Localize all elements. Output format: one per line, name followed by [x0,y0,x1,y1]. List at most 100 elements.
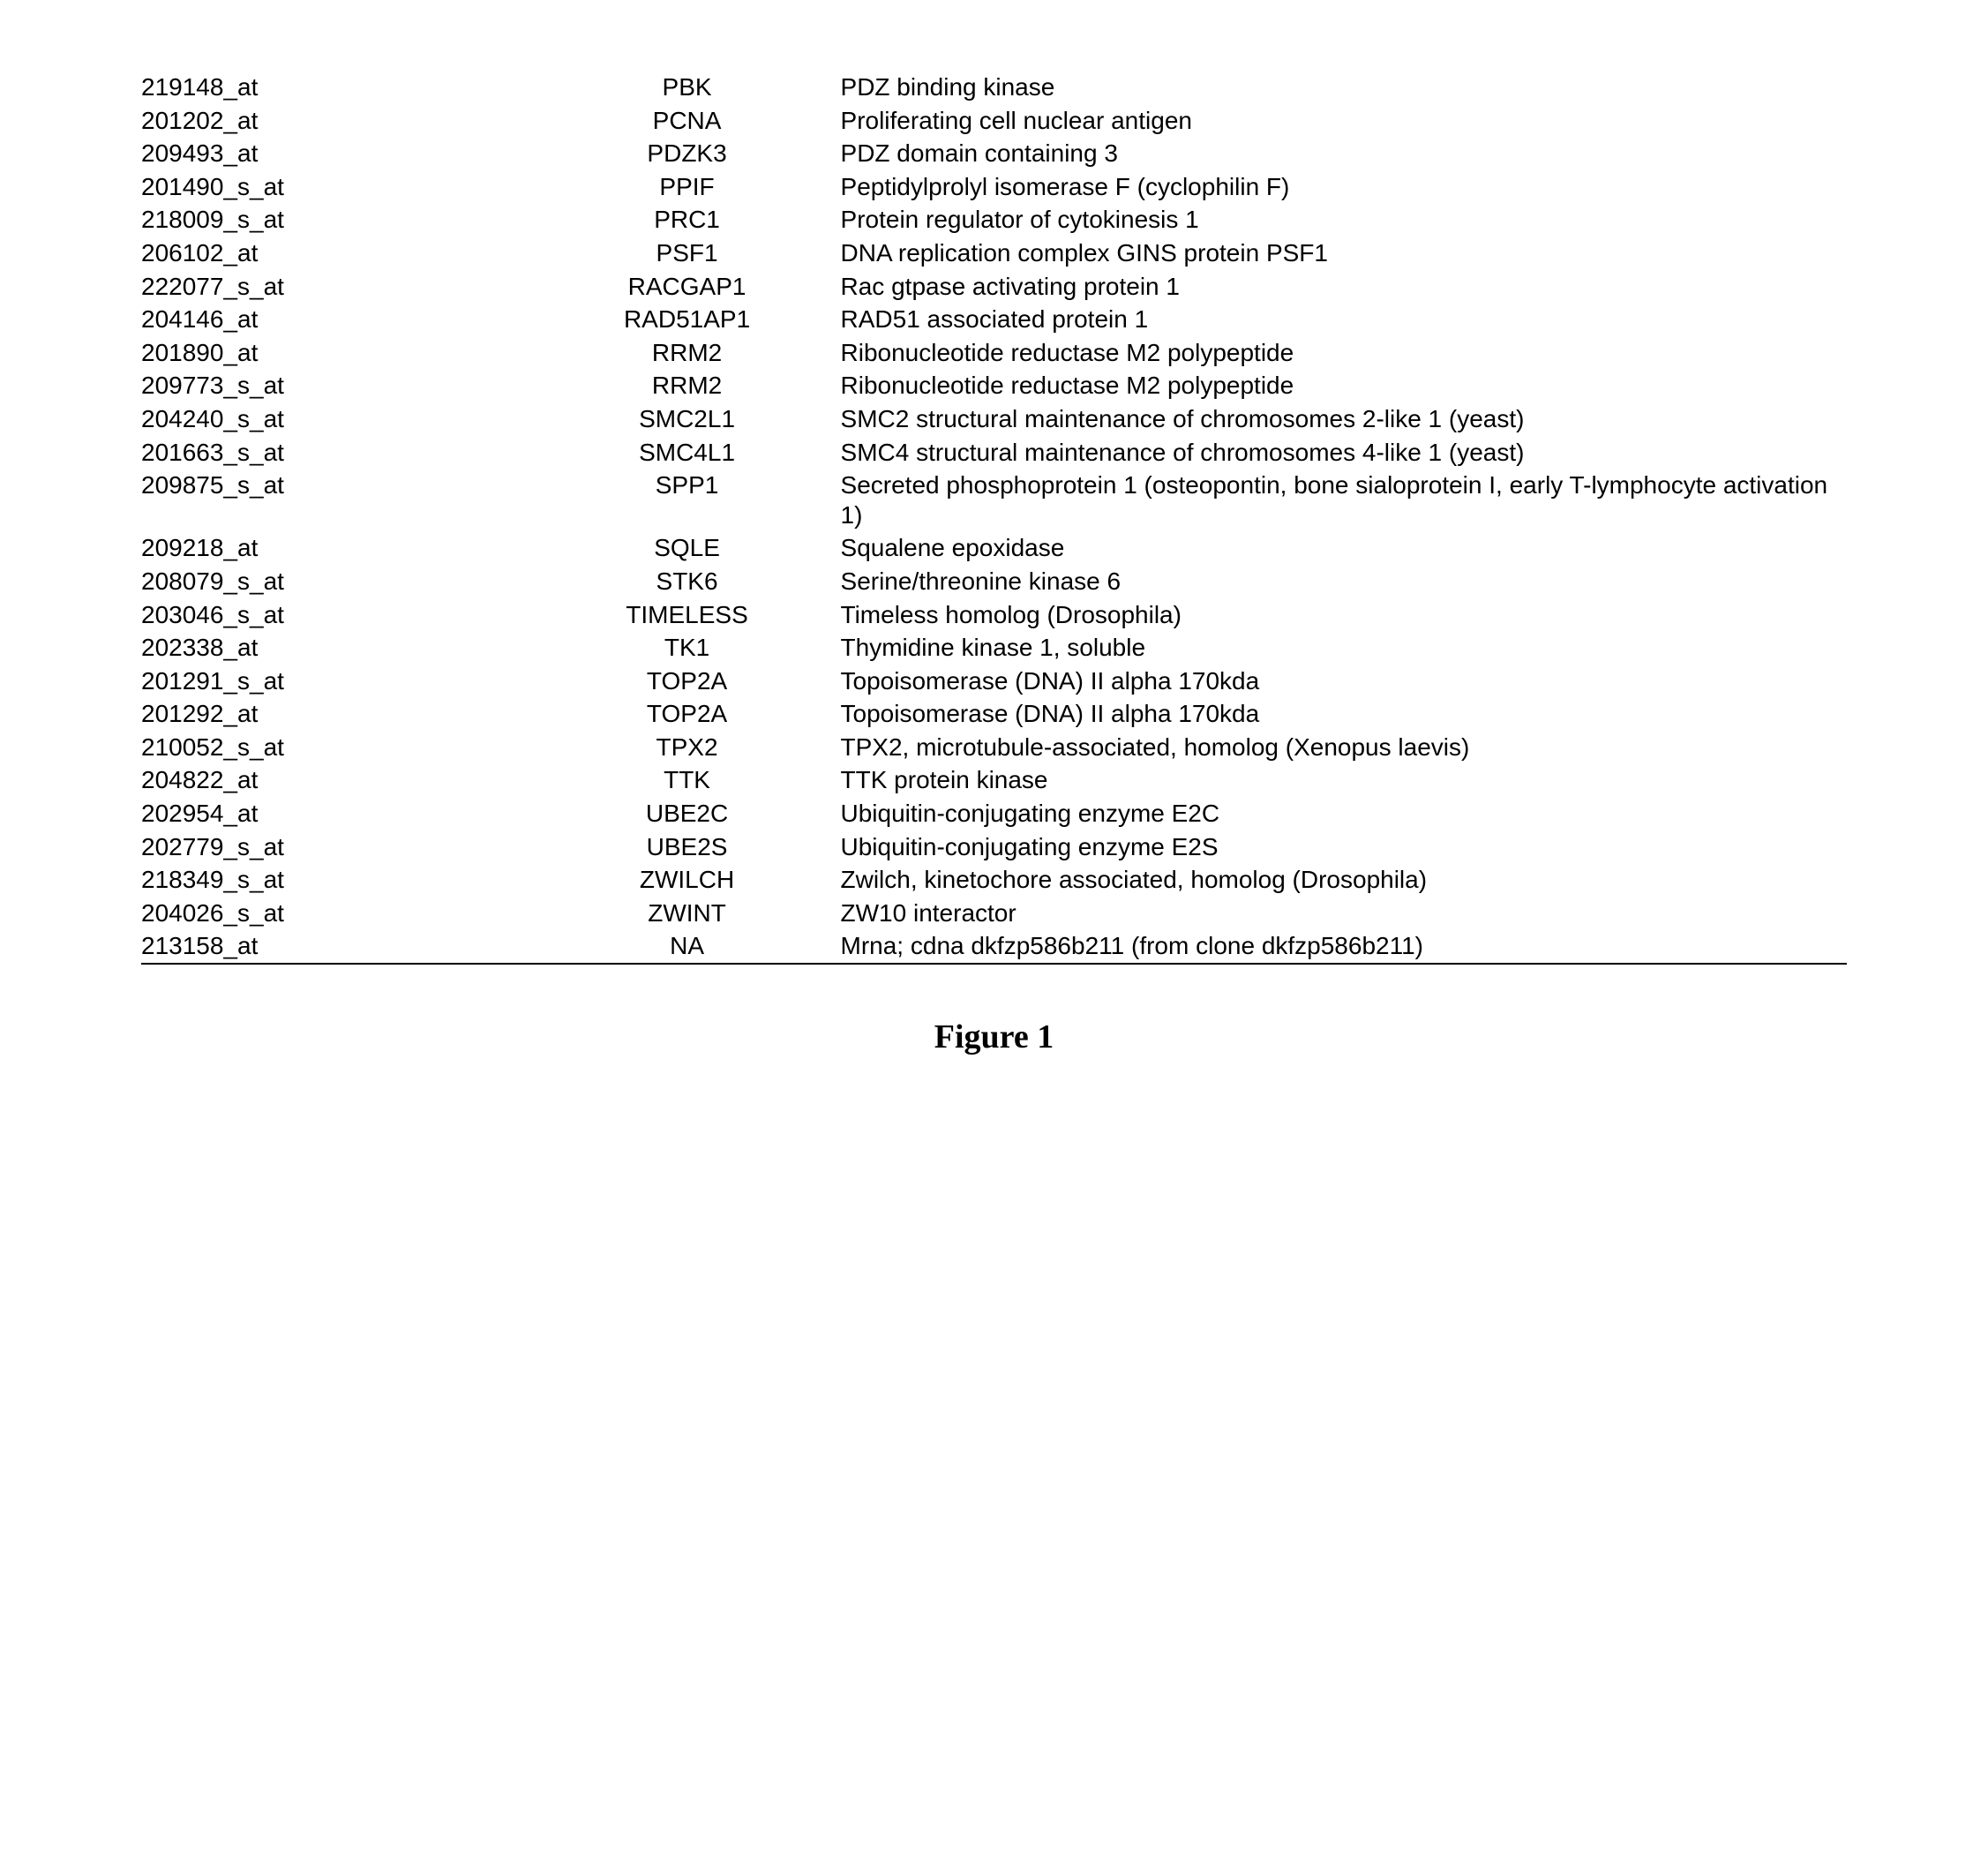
table-row: 204822_atTTKTTK protein kinase [141,763,1847,797]
gene-symbol-cell: RACGAP1 [534,270,841,304]
gene-description-cell: Ubiquitin-conjugating enzyme E2S [841,830,1847,864]
gene-description-cell: Topoisomerase (DNA) II alpha 170kda [841,665,1847,698]
probe-id-cell: 213158_at [141,929,534,964]
probe-id-cell: 201202_at [141,104,534,138]
table-row: 213158_atNAMrna; cdna dkfzp586b211 (from… [141,929,1847,964]
gene-description-cell: Rac gtpase activating protein 1 [841,270,1847,304]
probe-id-cell: 202338_at [141,631,534,665]
gene-symbol-cell: TK1 [534,631,841,665]
table-row: 204240_s_atSMC2L1SMC2 structural mainten… [141,402,1847,436]
gene-description-cell: Protein regulator of cytokinesis 1 [841,203,1847,237]
probe-id-cell: 201663_s_at [141,436,534,470]
table-row: 219148_atPBKPDZ binding kinase [141,71,1847,104]
table-row: 209218_atSQLESqualene epoxidase [141,531,1847,565]
table-row: 202779_s_atUBE2SUbiquitin-conjugating en… [141,830,1847,864]
gene-table: 219148_atPBKPDZ binding kinase201202_atP… [141,71,1847,965]
probe-id-cell: 218349_s_at [141,863,534,897]
probe-id-cell: 209875_s_at [141,469,534,531]
gene-description-cell: PDZ domain containing 3 [841,137,1847,170]
gene-description-cell: SMC4 structural maintenance of chromosom… [841,436,1847,470]
probe-id-cell: 210052_s_at [141,731,534,764]
gene-description-cell: TPX2, microtubule-associated, homolog (X… [841,731,1847,764]
gene-symbol-cell: TOP2A [534,697,841,731]
gene-symbol-cell: UBE2S [534,830,841,864]
probe-id-cell: 202779_s_at [141,830,534,864]
gene-symbol-cell: TTK [534,763,841,797]
gene-symbol-cell: PSF1 [534,237,841,270]
probe-id-cell: 222077_s_at [141,270,534,304]
gene-symbol-cell: SQLE [534,531,841,565]
gene-description-cell: TTK protein kinase [841,763,1847,797]
table-row: 222077_s_atRACGAP1Rac gtpase activating … [141,270,1847,304]
figure-caption: Figure 1 [141,1018,1847,1056]
table-row: 202954_atUBE2CUbiquitin-conjugating enzy… [141,797,1847,830]
gene-symbol-cell: TOP2A [534,665,841,698]
table-row: 218009_s_atPRC1Protein regulator of cyto… [141,203,1847,237]
probe-id-cell: 218009_s_at [141,203,534,237]
gene-description-cell: Zwilch, kinetochore associated, homolog … [841,863,1847,897]
probe-id-cell: 208079_s_at [141,565,534,598]
probe-id-cell: 206102_at [141,237,534,270]
gene-description-cell: Mrna; cdna dkfzp586b211 (from clone dkfz… [841,929,1847,964]
gene-symbol-cell: ZWINT [534,897,841,930]
table-row: 208079_s_atSTK6Serine/threonine kinase 6 [141,565,1847,598]
gene-description-cell: Thymidine kinase 1, soluble [841,631,1847,665]
gene-symbol-cell: UBE2C [534,797,841,830]
gene-description-cell: Peptidylprolyl isomerase F (cyclophilin … [841,170,1847,204]
gene-description-cell: RAD51 associated protein 1 [841,303,1847,336]
gene-symbol-cell: TPX2 [534,731,841,764]
gene-symbol-cell: STK6 [534,565,841,598]
table-row: 201292_atTOP2ATopoisomerase (DNA) II alp… [141,697,1847,731]
table-row: 218349_s_atZWILCHZwilch, kinetochore ass… [141,863,1847,897]
table-row: 203046_s_atTIMELESSTimeless homolog (Dro… [141,598,1847,632]
gene-symbol-cell: PPIF [534,170,841,204]
gene-symbol-cell: PCNA [534,104,841,138]
table-row: 202338_atTK1Thymidine kinase 1, soluble [141,631,1847,665]
probe-id-cell: 201292_at [141,697,534,731]
gene-description-cell: Serine/threonine kinase 6 [841,565,1847,598]
gene-symbol-cell: PDZK3 [534,137,841,170]
probe-id-cell: 204822_at [141,763,534,797]
gene-symbol-cell: PRC1 [534,203,841,237]
table-row: 209875_s_atSPP1Secreted phosphoprotein 1… [141,469,1847,531]
gene-symbol-cell: NA [534,929,841,964]
gene-description-cell: PDZ binding kinase [841,71,1847,104]
probe-id-cell: 204146_at [141,303,534,336]
gene-description-cell: Ubiquitin-conjugating enzyme E2C [841,797,1847,830]
probe-id-cell: 201291_s_at [141,665,534,698]
probe-id-cell: 202954_at [141,797,534,830]
table-row: 204026_s_atZWINTZW10 interactor [141,897,1847,930]
gene-description-cell: SMC2 structural maintenance of chromosom… [841,402,1847,436]
gene-symbol-cell: ZWILCH [534,863,841,897]
probe-id-cell: 204240_s_at [141,402,534,436]
gene-description-cell: Timeless homolog (Drosophila) [841,598,1847,632]
probe-id-cell: 209773_s_at [141,369,534,402]
table-row: 201663_s_atSMC4L1SMC4 structural mainten… [141,436,1847,470]
gene-description-cell: Ribonucleotide reductase M2 polypeptide [841,369,1847,402]
gene-symbol-cell: RAD51AP1 [534,303,841,336]
table-row: 209773_s_atRRM2Ribonucleotide reductase … [141,369,1847,402]
gene-symbol-cell: RRM2 [534,336,841,370]
probe-id-cell: 201490_s_at [141,170,534,204]
gene-description-cell: Squalene epoxidase [841,531,1847,565]
gene-description-cell: Proliferating cell nuclear antigen [841,104,1847,138]
table-row: 201890_atRRM2Ribonucleotide reductase M2… [141,336,1847,370]
gene-symbol-cell: SMC2L1 [534,402,841,436]
gene-description-cell: Secreted phosphoprotein 1 (osteopontin, … [841,469,1847,531]
gene-description-cell: DNA replication complex GINS protein PSF… [841,237,1847,270]
gene-symbol-cell: TIMELESS [534,598,841,632]
gene-description-cell: Topoisomerase (DNA) II alpha 170kda [841,697,1847,731]
probe-id-cell: 209218_at [141,531,534,565]
gene-table-body: 219148_atPBKPDZ binding kinase201202_atP… [141,71,1847,964]
probe-id-cell: 203046_s_at [141,598,534,632]
table-row: 201291_s_atTOP2ATopoisomerase (DNA) II a… [141,665,1847,698]
table-row: 204146_atRAD51AP1RAD51 associated protei… [141,303,1847,336]
probe-id-cell: 219148_at [141,71,534,104]
table-row: 210052_s_atTPX2TPX2, microtubule-associa… [141,731,1847,764]
probe-id-cell: 201890_at [141,336,534,370]
gene-description-cell: Ribonucleotide reductase M2 polypeptide [841,336,1847,370]
table-row: 201202_atPCNAProliferating cell nuclear … [141,104,1847,138]
probe-id-cell: 204026_s_at [141,897,534,930]
gene-symbol-cell: SMC4L1 [534,436,841,470]
gene-description-cell: ZW10 interactor [841,897,1847,930]
